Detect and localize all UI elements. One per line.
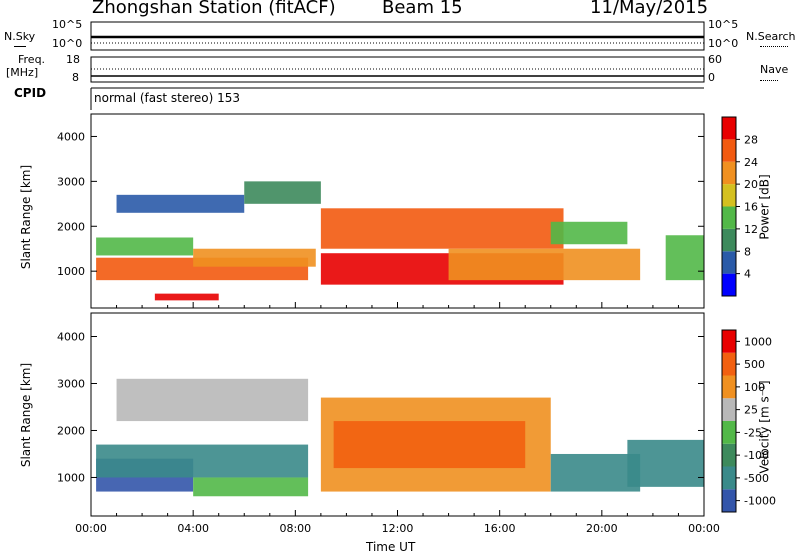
power-colorbar-label: Power [dB]	[757, 174, 772, 240]
velocity-ytick-label: 1000	[57, 471, 85, 484]
velocity-colorbar-cell	[722, 330, 736, 353]
power-region	[320, 208, 564, 249]
freq-tick-bottom: 8	[72, 71, 79, 84]
power-colorbar-tick-label: 16	[744, 201, 758, 214]
power-region	[665, 235, 704, 281]
power-ylabel: Slant Range [km]	[19, 164, 34, 270]
velocity-colorbar-cell	[722, 375, 736, 399]
x-tick-label: 12:00	[382, 522, 414, 535]
x-tick-label: 16:00	[484, 522, 516, 535]
x-tick-label: 20:00	[586, 522, 618, 535]
velocity-colorbar-tick-label: 1000	[744, 335, 772, 348]
nsearch-tick-bottom: 10^0	[708, 37, 739, 50]
nsky-label: N.Sky	[4, 30, 36, 43]
velocity-colorbar-tick-label: -25	[744, 426, 762, 439]
power-colorbar-tick-label: 12	[744, 223, 758, 236]
power-colorbar-tick-label: 4	[744, 268, 751, 281]
velocity-colorbar-cell	[722, 466, 736, 490]
nsky-tick-top: 10^5	[52, 18, 83, 31]
x-axis-title: Time UT	[366, 540, 416, 554]
velocity-colorbar-label: Velocity [m s⁻¹]	[757, 380, 772, 474]
power-colorbar-cell	[722, 273, 736, 296]
nsearch-legend-line	[760, 46, 788, 47]
freq-tick-top: 18	[66, 53, 80, 66]
power-region	[244, 181, 321, 204]
nave-tick-top: 60	[708, 53, 722, 66]
freq-label: Freq.	[18, 53, 46, 66]
power-colorbar-tick-label: 24	[744, 156, 758, 169]
velocity-region	[96, 444, 309, 478]
power-region	[193, 248, 316, 267]
power-colorbar-tick-label: 8	[744, 245, 751, 258]
power-region	[448, 248, 641, 281]
date-label: 11/May/2015	[590, 0, 709, 18]
nave-tick-bottom: 0	[708, 71, 715, 84]
velocity-ylabel: Slant Range [km]	[19, 362, 34, 468]
velocity-colorbar-tick-label: 500	[744, 358, 765, 371]
nave-legend-line	[760, 80, 778, 81]
power-region	[550, 221, 628, 245]
velocity-colorbar-tick-label: -1000	[744, 495, 776, 508]
cpid-mode-label: normal (fast stereo) 153	[94, 91, 241, 105]
power-ytick-label: 4000	[57, 130, 85, 143]
velocity-ytick-label: 3000	[57, 377, 85, 390]
x-tick-label: 08:00	[279, 522, 311, 535]
velocity-region	[193, 477, 309, 497]
velocity-colorbar-tick-label: 100	[744, 381, 765, 394]
power-colorbar-cell	[722, 228, 736, 252]
velocity-ytick-label: 4000	[57, 330, 85, 343]
x-tick-label: 04:00	[177, 522, 209, 535]
nsearch-tick-top: 10^5	[708, 18, 739, 31]
power-colorbar-tick-label: 28	[744, 133, 758, 146]
velocity-colorbar-cell	[722, 352, 736, 376]
power-region	[116, 194, 245, 213]
x-tick-label: 00:00	[75, 522, 107, 535]
velocity-region	[627, 439, 704, 487]
power-region	[96, 237, 194, 256]
nsearch-label: N.Search	[746, 30, 796, 43]
power-colorbar-cell	[722, 117, 736, 140]
power-colorbar-cell	[722, 251, 736, 274]
velocity-colorbar-cell	[722, 443, 736, 467]
velocity-ytick-label: 2000	[57, 424, 85, 437]
cpid-label: CPID	[14, 86, 47, 100]
velocity-colorbar-cell	[722, 421, 736, 444]
nave-label: Nave	[760, 63, 789, 76]
power-colorbar-cell	[722, 161, 736, 185]
velocity-colorbar-tick-label: -100	[744, 449, 769, 462]
beam-label: Beam 15	[382, 0, 463, 18]
nsky-tick-bottom: 10^0	[52, 37, 83, 50]
velocity-colorbar-cell	[722, 489, 736, 512]
power-ytick-label: 3000	[57, 175, 85, 188]
velocity-colorbar-tick-label: -500	[744, 472, 769, 485]
velocity-region	[333, 421, 526, 469]
power-colorbar-tick-label: 20	[744, 178, 758, 191]
power-ytick-label: 1000	[57, 265, 85, 278]
power-colorbar-cell	[722, 139, 736, 162]
power-colorbar-cell	[722, 206, 736, 229]
freq-unit-label: [MHz]	[6, 66, 39, 79]
power-region	[154, 293, 219, 301]
velocity-colorbar-cell	[722, 398, 736, 421]
power-ytick-label: 2000	[57, 220, 85, 233]
power-colorbar-cell	[722, 184, 736, 207]
nsky-legend-line	[14, 46, 26, 47]
velocity-region	[550, 453, 641, 492]
velocity-colorbar-tick-label: 25	[744, 404, 758, 417]
station-title: Zhongshan Station (fitACF)	[92, 0, 336, 18]
velocity-region	[116, 378, 309, 422]
velocity-colorbar-frame	[721, 329, 737, 513]
x-tick-label: 00:00	[688, 522, 720, 535]
